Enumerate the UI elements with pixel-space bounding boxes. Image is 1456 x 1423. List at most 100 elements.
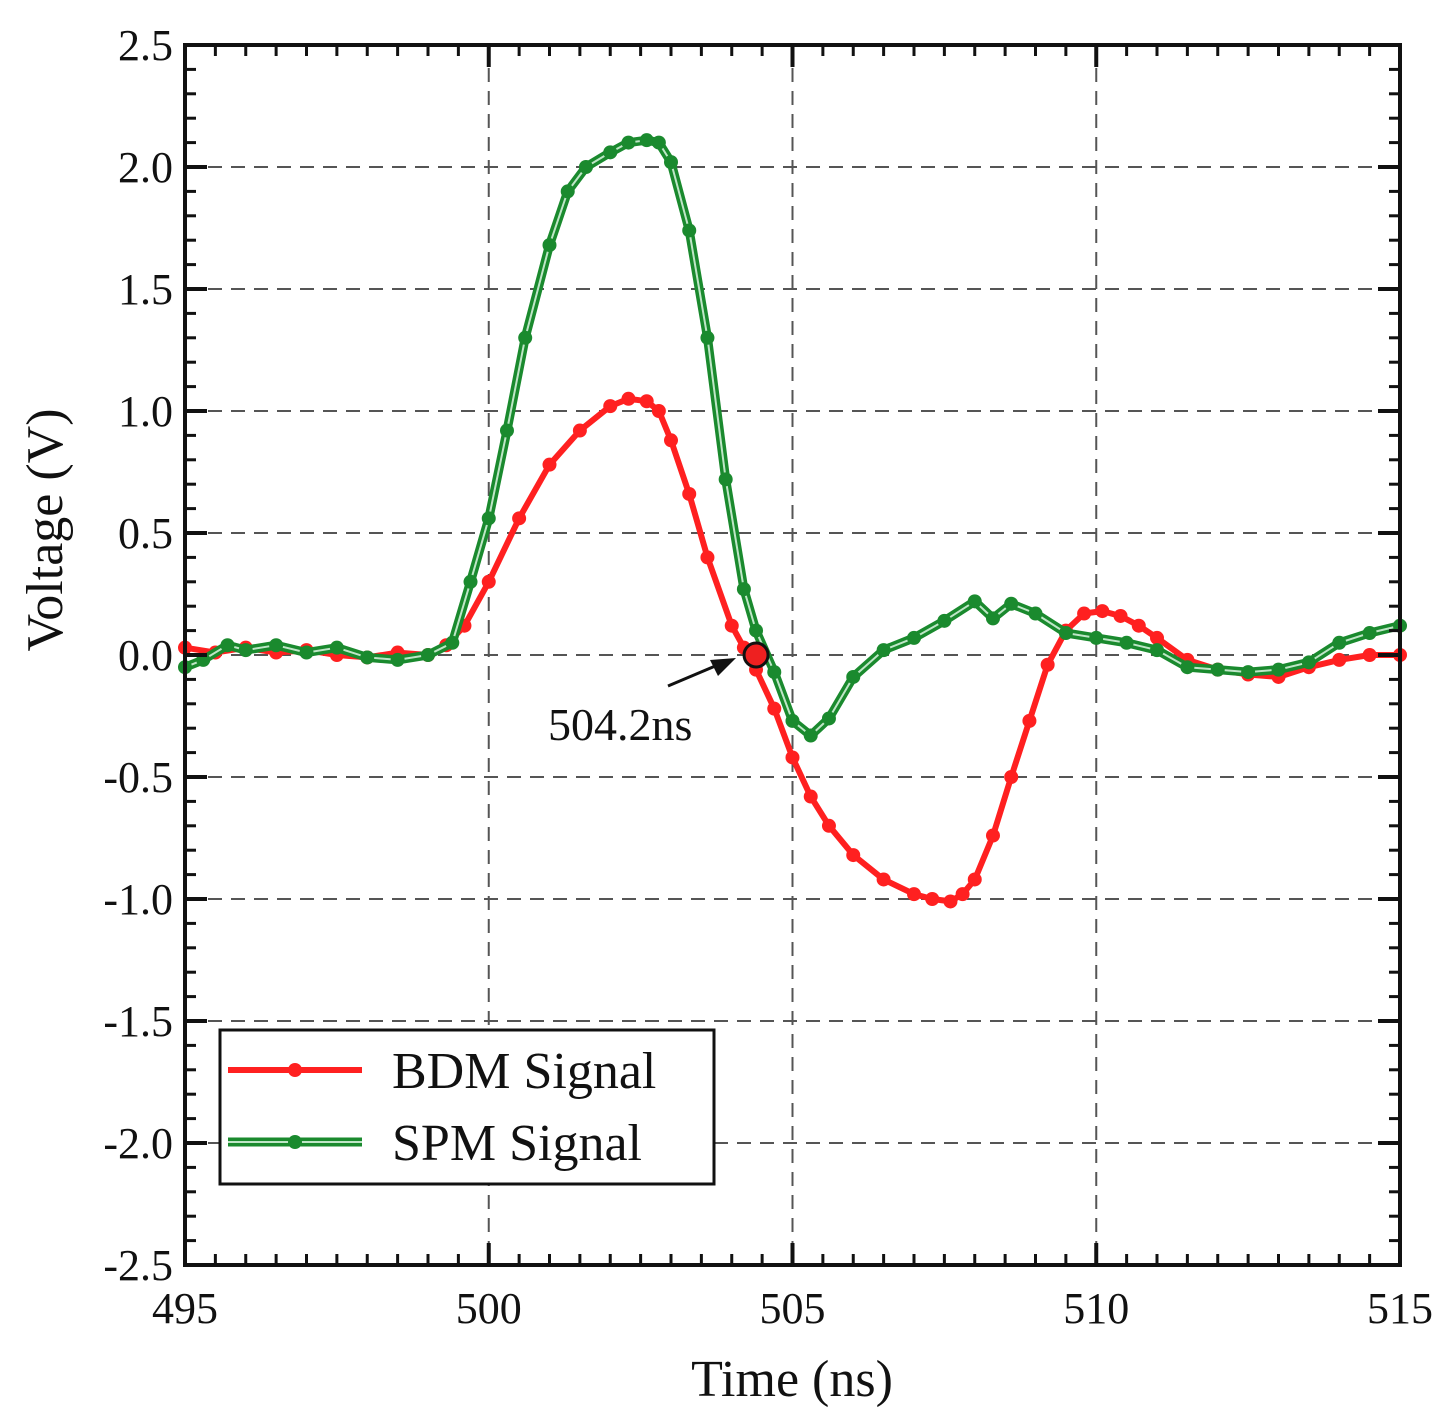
- spm-point: [518, 330, 533, 345]
- bdm-point: [1022, 713, 1037, 728]
- spm-point: [542, 238, 557, 253]
- annotation-arrow: [667, 662, 721, 688]
- y-tick-label: 2.5: [118, 21, 173, 70]
- spm-point: [749, 623, 764, 638]
- y-tick-label: 0.5: [118, 509, 173, 558]
- bdm-point: [1004, 770, 1019, 784]
- bdm-point: [907, 887, 921, 902]
- bdm-point: [1077, 606, 1092, 621]
- series-group: [178, 133, 1407, 909]
- bdm-point: [542, 457, 557, 472]
- bdm-point: [639, 394, 654, 409]
- spm-point: [445, 635, 460, 650]
- bdm-point: [785, 750, 800, 765]
- annotation-marker: [742, 641, 770, 669]
- bdm-point: [943, 894, 958, 909]
- bdm-point: [651, 404, 666, 418]
- y-tick-label: -2.0: [103, 1119, 173, 1168]
- bdm-point: [1040, 657, 1055, 672]
- spm-point: [1180, 660, 1195, 675]
- legend-marker-spm: [288, 1135, 302, 1149]
- x-axis-title: Time (ns): [691, 1351, 893, 1408]
- bdm-point: [621, 391, 636, 406]
- spm-point: [360, 650, 375, 665]
- spm-point: [603, 145, 618, 160]
- bdm-point: [803, 789, 818, 804]
- spm-point: [937, 613, 952, 628]
- legend-label-spm: SPM Signal: [392, 1115, 642, 1172]
- bdm-point: [1150, 630, 1164, 645]
- spm-point: [1332, 635, 1347, 650]
- annotation-label: 504.2ns: [548, 699, 692, 750]
- spm-point: [1028, 606, 1043, 621]
- bdm-point: [821, 818, 836, 833]
- spm-point: [967, 594, 982, 609]
- y-tick-label: 1.5: [118, 265, 173, 314]
- x-tick-label: 505: [760, 1284, 826, 1333]
- bdm-point: [572, 423, 587, 438]
- y-tick-label: -1.0: [103, 875, 173, 924]
- y-tick-label: 2.0: [118, 143, 173, 192]
- spm-point: [985, 611, 1000, 626]
- legend-label-bdm: BDM Signal: [392, 1043, 656, 1100]
- axis-ticks: [183, 43, 1402, 1267]
- spm-point: [299, 645, 314, 660]
- x-tick-label: 495: [152, 1284, 218, 1333]
- bdm-point: [967, 872, 982, 887]
- spm-point: [876, 643, 891, 658]
- spm-point: [421, 648, 435, 662]
- grid-lines: [185, 45, 1400, 1265]
- y-tick-label: 0.0: [118, 631, 173, 680]
- spm-point: [1210, 662, 1225, 677]
- spm-point: [682, 223, 697, 238]
- bdm-point: [682, 486, 697, 501]
- bdm-point: [985, 828, 1000, 843]
- spm-point: [481, 511, 496, 526]
- bdm-point: [925, 892, 940, 906]
- bdm-point: [603, 399, 618, 414]
- spm-point: [718, 472, 733, 487]
- spm-point: [499, 423, 514, 438]
- bdm-point: [955, 887, 970, 902]
- spm-point: [329, 640, 344, 655]
- spm-point: [664, 155, 678, 170]
- bdm-point: [876, 872, 891, 887]
- spm-point: [907, 630, 921, 645]
- spm-point: [821, 711, 836, 726]
- bdm-point: [1113, 608, 1128, 623]
- bdm-point: [1362, 648, 1377, 662]
- spm-point: [560, 184, 575, 199]
- x-tick-label: 515: [1367, 1284, 1433, 1333]
- bdm-point: [481, 574, 496, 589]
- y-axis-title: Voltage (V): [17, 408, 74, 651]
- spm-point: [767, 665, 782, 680]
- spm-point: [1150, 643, 1164, 658]
- zero-crossing-annotation: 504.2ns: [548, 641, 770, 750]
- spm-point: [651, 135, 666, 150]
- bdm-point: [1095, 604, 1110, 619]
- spm-point: [390, 652, 405, 667]
- spm-point: [1301, 655, 1316, 670]
- series-spm: [178, 133, 1407, 743]
- bdm-point: [664, 433, 678, 448]
- x-tick-label: 500: [456, 1284, 522, 1333]
- spm-point: [736, 582, 751, 597]
- spm-point: [269, 638, 284, 653]
- bdm-point: [767, 701, 782, 716]
- spm-point: [238, 643, 253, 658]
- spm-point: [220, 638, 235, 653]
- spm-point: [1058, 626, 1073, 641]
- bdm-point: [512, 511, 527, 526]
- spm-point: [578, 160, 593, 174]
- bdm-point: [700, 550, 715, 565]
- bdm-point: [1332, 652, 1347, 667]
- spm-point: [846, 669, 861, 684]
- bdm-point: [1131, 618, 1146, 633]
- y-tick-label: -2.5: [103, 1241, 173, 1290]
- legend-marker-bdm: [288, 1063, 302, 1077]
- annotation-arrowhead: [710, 658, 736, 676]
- spm-point: [1089, 630, 1104, 645]
- spm-point: [1004, 596, 1019, 611]
- spm-point: [463, 574, 478, 589]
